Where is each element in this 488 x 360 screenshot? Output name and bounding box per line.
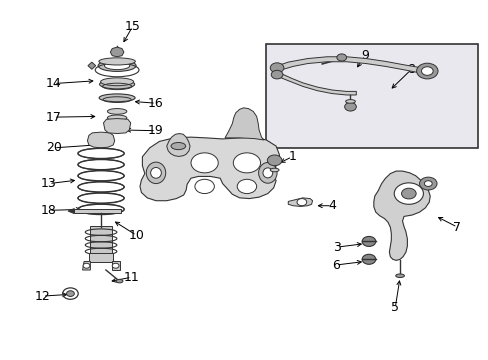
Ellipse shape: [101, 78, 133, 86]
Circle shape: [233, 153, 260, 173]
Circle shape: [362, 254, 375, 264]
Circle shape: [416, 63, 437, 79]
Circle shape: [421, 67, 432, 75]
Circle shape: [419, 177, 436, 190]
Text: 20: 20: [46, 141, 61, 154]
Text: 18: 18: [41, 204, 57, 217]
Circle shape: [424, 181, 431, 186]
Text: 15: 15: [124, 20, 141, 33]
Circle shape: [393, 183, 423, 204]
Circle shape: [112, 263, 119, 268]
Polygon shape: [90, 226, 112, 255]
Polygon shape: [287, 198, 312, 206]
Text: 19: 19: [148, 124, 163, 137]
Ellipse shape: [395, 274, 404, 278]
Ellipse shape: [146, 162, 165, 184]
Text: 14: 14: [46, 77, 61, 90]
Text: 4: 4: [327, 199, 335, 212]
Circle shape: [66, 291, 74, 296]
Polygon shape: [110, 47, 123, 57]
Ellipse shape: [171, 143, 185, 150]
Text: 13: 13: [41, 177, 57, 190]
Bar: [266, 44, 477, 148]
Text: 10: 10: [128, 229, 144, 242]
Ellipse shape: [116, 279, 122, 283]
Ellipse shape: [150, 167, 161, 178]
Circle shape: [237, 179, 256, 194]
Circle shape: [401, 188, 415, 199]
Polygon shape: [68, 208, 74, 213]
Ellipse shape: [107, 109, 126, 114]
Ellipse shape: [99, 58, 135, 65]
Polygon shape: [88, 62, 96, 69]
Text: 9: 9: [361, 49, 368, 62]
Text: 3: 3: [332, 240, 340, 254]
Text: 5: 5: [390, 301, 398, 314]
Polygon shape: [224, 108, 264, 140]
Circle shape: [83, 263, 90, 268]
Polygon shape: [373, 171, 429, 260]
Polygon shape: [277, 73, 356, 95]
Circle shape: [362, 237, 375, 247]
Circle shape: [271, 70, 283, 79]
Circle shape: [195, 179, 214, 194]
Circle shape: [267, 155, 282, 166]
Text: 2: 2: [168, 141, 176, 154]
Ellipse shape: [107, 115, 126, 121]
Text: 12: 12: [35, 289, 50, 303]
Ellipse shape: [258, 162, 277, 183]
Polygon shape: [140, 137, 279, 201]
Ellipse shape: [100, 80, 134, 89]
Ellipse shape: [107, 121, 126, 127]
Text: 7: 7: [452, 221, 461, 234]
Ellipse shape: [270, 168, 279, 172]
Ellipse shape: [98, 60, 136, 71]
Polygon shape: [74, 209, 120, 213]
Polygon shape: [112, 261, 119, 270]
Text: 6: 6: [331, 258, 339, 271]
Ellipse shape: [99, 94, 135, 102]
Circle shape: [344, 103, 356, 111]
Ellipse shape: [263, 168, 272, 178]
Circle shape: [296, 199, 306, 206]
Text: 8: 8: [406, 63, 414, 76]
Text: 17: 17: [46, 111, 61, 123]
Circle shape: [191, 153, 218, 173]
Circle shape: [270, 63, 284, 73]
Polygon shape: [89, 253, 113, 262]
Circle shape: [336, 54, 346, 61]
Text: 11: 11: [123, 271, 139, 284]
Polygon shape: [103, 118, 130, 134]
Ellipse shape: [104, 62, 129, 69]
Polygon shape: [82, 261, 90, 270]
Polygon shape: [166, 134, 190, 157]
Ellipse shape: [345, 100, 355, 103]
Text: 1: 1: [287, 150, 295, 163]
Polygon shape: [277, 57, 426, 74]
Text: 16: 16: [148, 97, 163, 110]
Polygon shape: [87, 132, 115, 148]
